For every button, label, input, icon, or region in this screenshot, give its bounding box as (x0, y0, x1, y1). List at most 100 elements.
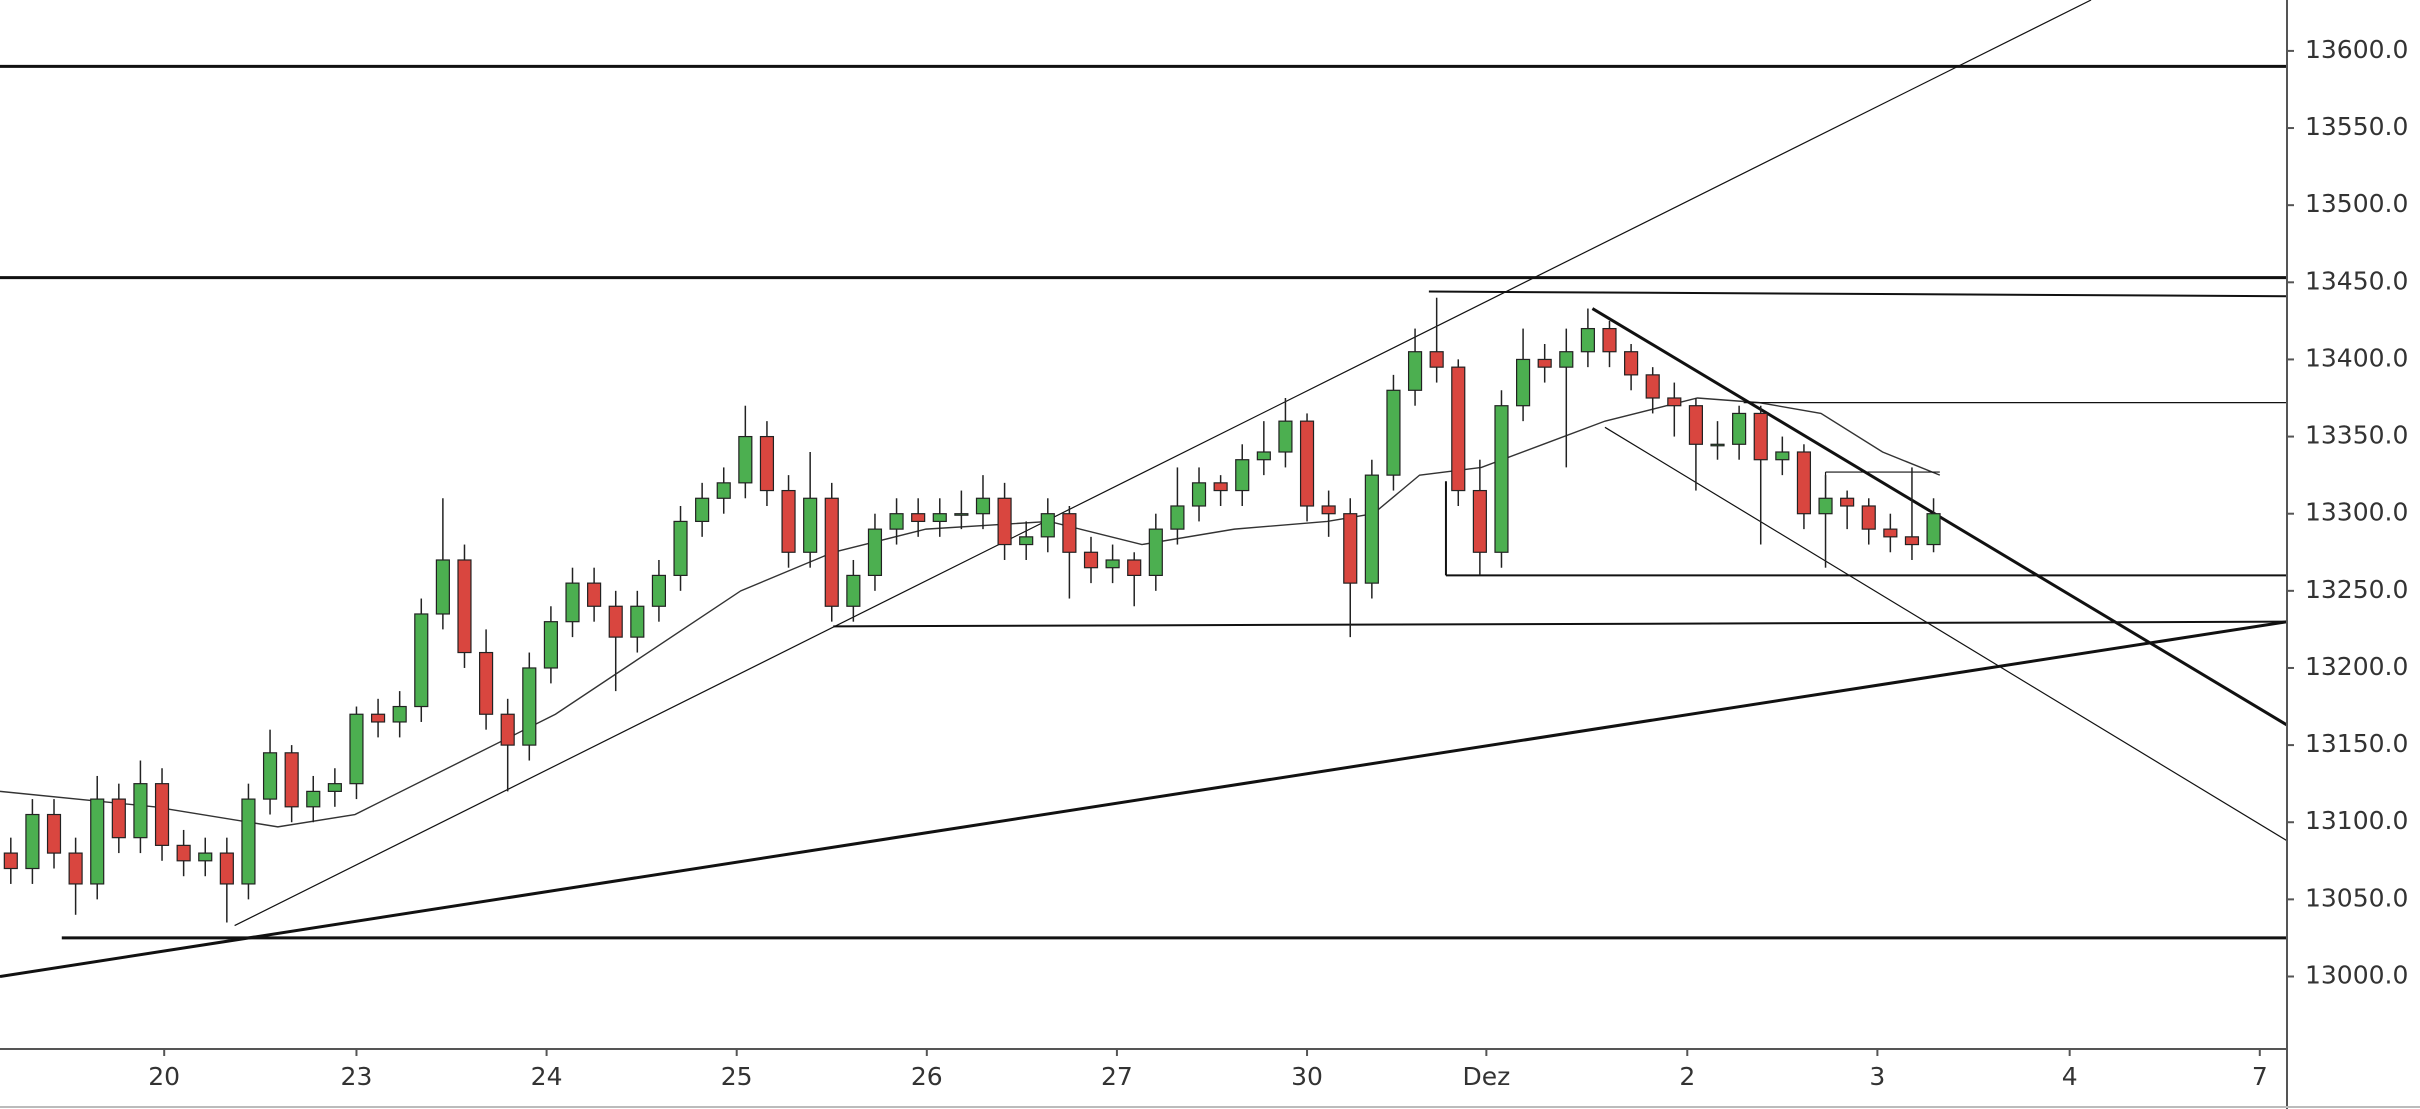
y-tick-label: 13300.0 (2305, 498, 2408, 527)
candle-body (932, 513, 947, 523)
candle-body (759, 435, 775, 492)
candle-body (1904, 536, 1920, 546)
candle-body (1861, 505, 1876, 530)
candle-body (1926, 513, 1941, 546)
candle-body (500, 713, 515, 746)
candle-body (1019, 536, 1034, 546)
candle-body (1083, 551, 1099, 569)
candle-body (522, 667, 537, 746)
candle-body (241, 798, 256, 885)
candle-body (911, 513, 926, 523)
plot-area (0, 0, 2287, 978)
candle-body (1235, 459, 1250, 492)
x-tick-label: 20 (148, 1062, 180, 1091)
candle-body (370, 713, 386, 723)
x-tick-label: 24 (531, 1062, 563, 1091)
candle-body (1645, 374, 1660, 399)
candle-body (803, 497, 818, 553)
x-tick-label: 2 (1679, 1062, 1695, 1091)
candle-body (46, 813, 62, 854)
trend-line (234, 0, 2092, 927)
candle-body (1883, 528, 1898, 538)
candle-body (1407, 351, 1423, 391)
candle-body (1796, 451, 1812, 515)
candle-body (867, 528, 883, 577)
y-tick-label: 13100.0 (2305, 806, 2408, 835)
candle-body (997, 497, 1012, 546)
candle-body (543, 621, 558, 669)
candle-body (1667, 397, 1682, 407)
candle-body (414, 613, 429, 708)
candle-body (349, 713, 364, 785)
candle-body (608, 605, 623, 638)
y-tick-label: 13600.0 (2305, 35, 2408, 64)
candle-body (673, 520, 688, 577)
candle-body (198, 852, 213, 862)
candle-body (154, 783, 170, 846)
trend-line (1604, 426, 2287, 842)
y-tick-label: 13050.0 (2305, 883, 2408, 912)
candle-body (1213, 482, 1228, 492)
candle-body (1494, 405, 1509, 553)
y-tick-label: 13000.0 (2305, 960, 2408, 989)
x-tick-label: 30 (1291, 1062, 1323, 1091)
candle-body (1364, 474, 1379, 584)
moving-average (0, 397, 1941, 828)
x-tick-label: 7 (2252, 1062, 2268, 1091)
candle-body (1429, 351, 1444, 368)
x-tick-label: Dez (1462, 1062, 1510, 1091)
y-tick-label: 13350.0 (2305, 421, 2408, 450)
candle-body (695, 497, 710, 523)
candle-body (1321, 505, 1336, 515)
candle-body (1127, 559, 1142, 577)
candle-body (1732, 412, 1747, 445)
candle-body (630, 605, 645, 638)
candle-body (1818, 497, 1833, 515)
candle-body (457, 559, 472, 654)
candle-body (1148, 528, 1163, 577)
x-tick-label: 27 (1101, 1062, 1133, 1091)
candle-body (954, 513, 969, 516)
candle-body (327, 783, 342, 792)
candle-body (1040, 513, 1055, 538)
y-tick-label: 13550.0 (2305, 112, 2408, 141)
y-tick-label: 13450.0 (2305, 266, 2408, 295)
candle-body (1688, 405, 1703, 445)
trend-line (1428, 290, 2287, 298)
candle-body (1191, 482, 1207, 507)
candle-body (975, 497, 991, 515)
candle-body (587, 582, 602, 607)
candle-body (889, 513, 904, 530)
candle-body (1299, 420, 1315, 507)
candle-body (284, 752, 299, 808)
candle-body (1840, 497, 1855, 507)
candle-body (1062, 513, 1077, 553)
candle-body (824, 497, 839, 607)
candle-body (306, 790, 321, 808)
candle-body (262, 752, 278, 800)
candle-body (1256, 451, 1271, 461)
candle-body (1775, 451, 1790, 461)
candle-body (1343, 513, 1358, 584)
candle-body (651, 574, 667, 607)
candle-body (133, 783, 148, 839)
candle-body (1602, 327, 1617, 353)
candle-body (3, 852, 18, 870)
candle-body (68, 852, 83, 885)
candle-body (1710, 443, 1725, 447)
candle-body (1559, 351, 1574, 368)
candle-body (25, 813, 40, 870)
x-tick-label: 4 (2062, 1062, 2078, 1091)
candle-body (1105, 559, 1120, 569)
candle-body (781, 489, 796, 553)
candle-body (1472, 489, 1487, 553)
candle-body (716, 482, 731, 499)
x-tick-label: 23 (341, 1062, 373, 1091)
trend-line (0, 620, 2287, 978)
y-tick-label: 13500.0 (2305, 189, 2408, 218)
y-tick-label: 13150.0 (2305, 729, 2408, 758)
x-tick-label: 25 (721, 1062, 753, 1091)
candle-body (846, 574, 861, 607)
y-tick-label: 13200.0 (2305, 652, 2408, 681)
